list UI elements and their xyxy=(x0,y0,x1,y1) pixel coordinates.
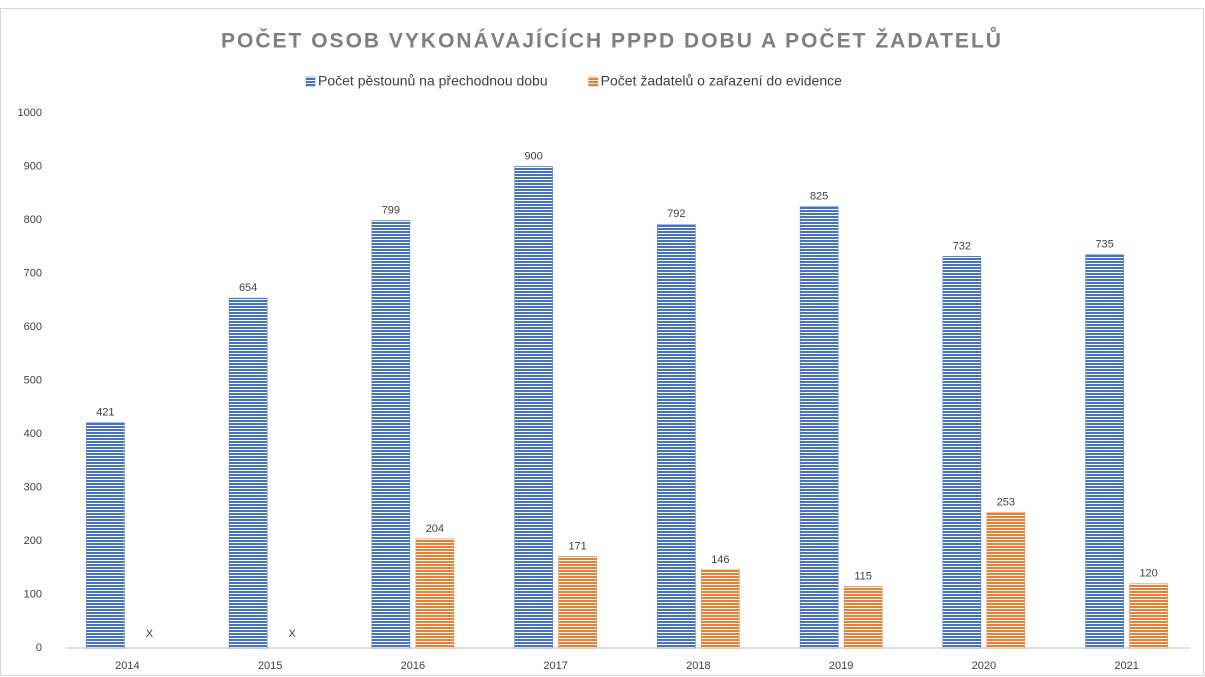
legend-label: Počet pěstounů na přechodnou dobu xyxy=(318,73,548,89)
y-tick-label: 700 xyxy=(24,267,42,279)
chart-title: POČET OSOB VYKONÁVAJÍCÍCH PPPD DOBU A PO… xyxy=(221,27,1003,53)
data-label: 732 xyxy=(953,240,971,252)
data-label: 115 xyxy=(854,570,872,582)
legend-swatch xyxy=(588,76,598,87)
bar xyxy=(86,422,125,649)
data-label: 421 xyxy=(96,407,114,419)
bar xyxy=(657,224,696,649)
y-tick-label: 900 xyxy=(24,160,42,172)
bar xyxy=(986,512,1026,649)
data-label: 799 xyxy=(382,204,400,216)
y-tick-label: 0 xyxy=(36,642,42,654)
y-tick-label: 800 xyxy=(24,214,42,226)
data-label: 792 xyxy=(667,208,685,220)
bar xyxy=(371,220,411,649)
data-label: 253 xyxy=(997,497,1015,509)
data-label: 825 xyxy=(810,191,828,203)
bar xyxy=(942,256,982,649)
data-label: X xyxy=(146,628,154,640)
x-tick-label: 2019 xyxy=(829,660,853,672)
legend-swatch xyxy=(305,76,316,87)
y-tick-label: 1000 xyxy=(18,107,42,119)
data-label: 146 xyxy=(711,554,729,566)
x-tick-label: 2015 xyxy=(258,660,282,672)
bar xyxy=(799,206,839,649)
x-tick-label: 2017 xyxy=(543,660,567,672)
y-tick-label: 500 xyxy=(24,374,42,386)
bar xyxy=(843,586,883,649)
x-tick-label: 2018 xyxy=(686,660,710,672)
data-label: 204 xyxy=(426,523,444,535)
x-tick-label: 2021 xyxy=(1114,660,1138,672)
bar xyxy=(558,556,597,649)
data-label: X xyxy=(288,628,296,640)
bar xyxy=(514,166,553,649)
data-label: 171 xyxy=(568,540,586,552)
bar xyxy=(415,538,455,649)
y-tick-label: 300 xyxy=(24,481,42,493)
bar xyxy=(228,297,268,649)
data-label: 735 xyxy=(1095,239,1113,251)
y-tick-label: 600 xyxy=(24,321,42,333)
x-tick-label: 2020 xyxy=(972,660,996,672)
bar xyxy=(1085,254,1124,649)
x-tick-label: 2016 xyxy=(401,660,425,672)
y-tick-label: 100 xyxy=(24,588,42,600)
data-label: 900 xyxy=(524,150,542,162)
data-label: 120 xyxy=(1139,568,1157,580)
y-tick-label: 400 xyxy=(24,428,42,440)
x-tick-label: 2014 xyxy=(115,660,139,672)
bar xyxy=(701,569,740,649)
data-label: 654 xyxy=(239,282,257,294)
bar xyxy=(1129,583,1168,649)
legend-label: Počet žadatelů o zařazení do evidence xyxy=(601,73,842,89)
y-tick-label: 200 xyxy=(24,535,42,547)
